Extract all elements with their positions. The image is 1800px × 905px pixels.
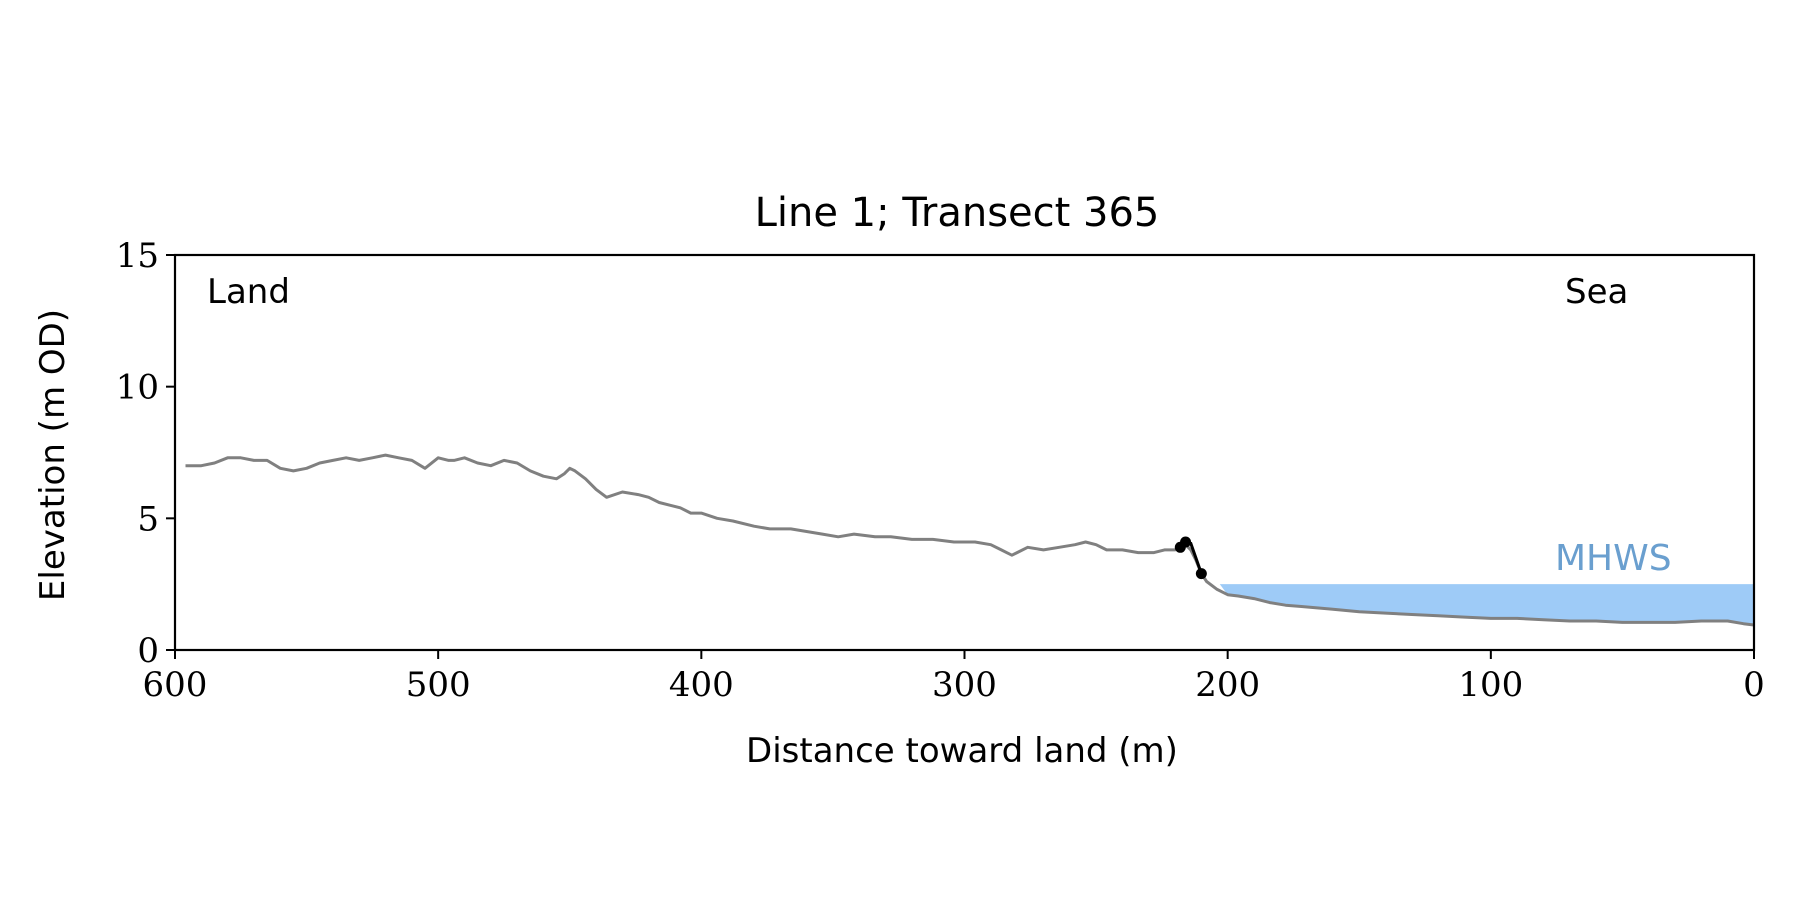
mhws-annotation: MHWS: [1555, 538, 1672, 579]
x-tick-label-2: 400: [669, 665, 734, 705]
x-axis-ticks: 600 500 400 300 200 100 0: [143, 650, 1765, 705]
land-annotation: Land: [207, 272, 290, 312]
x-tick-label-1: 500: [406, 665, 471, 705]
mhws-water-layer: [1219, 584, 1754, 625]
x-tick-label-6: 0: [1743, 665, 1765, 705]
x-tick-label-3: 300: [932, 665, 997, 705]
y-tick-label-3: 15: [116, 236, 159, 276]
x-tick-label-4: 200: [1195, 665, 1260, 705]
y-axis-ticks: 0 5 10 15: [116, 236, 175, 671]
y-tick-label-1: 5: [137, 499, 159, 539]
cliff-markers-layer: [1174, 536, 1207, 580]
x-tick-label-5: 100: [1458, 665, 1523, 705]
mhws-water-area: [1219, 584, 1754, 625]
cliff-marker-1: [1180, 536, 1192, 548]
profile-line: [185, 453, 1755, 627]
y-axis-label: Elevation (m OD): [33, 309, 73, 601]
y-tick-label-2: 10: [116, 368, 159, 408]
x-axis-label: Distance toward land (m): [746, 731, 1178, 771]
sea-annotation: Sea: [1565, 272, 1628, 312]
cliff-marker-2: [1195, 568, 1207, 580]
chart-title: Line 1; Transect 365: [755, 190, 1160, 236]
x-tick-label-0: 600: [143, 665, 208, 705]
y-tick-label-0: 0: [137, 631, 159, 671]
